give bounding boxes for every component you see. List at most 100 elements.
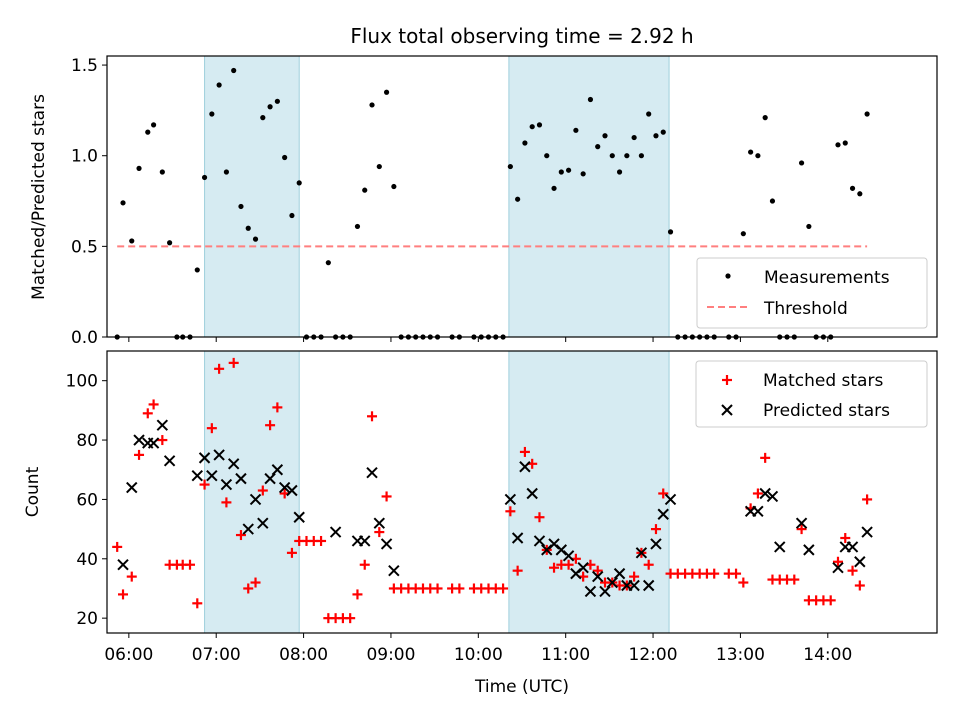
- measurement-point: [740, 231, 746, 237]
- measurement-point: [354, 223, 361, 230]
- measurement-point: [167, 240, 173, 246]
- predicted-star-point: [373, 517, 386, 529]
- measurement-point: [289, 212, 295, 219]
- top-legend: Measurements Threshold: [696, 257, 928, 329]
- legend-matched-marker: [722, 375, 732, 385]
- measurement-point: [806, 223, 812, 230]
- matched-star-point: [519, 446, 530, 457]
- legend-threshold-label: Threshold: [763, 299, 848, 319]
- matched-stars-points: [112, 357, 873, 624]
- measurement-point: [587, 96, 594, 103]
- predicted-star-point: [198, 452, 211, 464]
- matched-star-point: [257, 485, 268, 496]
- measurement-point: [145, 129, 151, 135]
- matched-star-point: [731, 568, 742, 579]
- shaded-interval: [204, 55, 300, 338]
- predicted-star-point: [133, 434, 145, 446]
- matched-star-point: [658, 488, 669, 499]
- predicted-star-point: [191, 469, 203, 482]
- measurement-point: [565, 167, 572, 173]
- measurement-point: [274, 98, 280, 104]
- matched-star-point: [796, 524, 807, 535]
- matched-star-point: [505, 506, 516, 517]
- measurement-point: [515, 196, 521, 202]
- legend-measurements-label: Measurements: [764, 268, 890, 288]
- predicted-star-point: [504, 493, 517, 506]
- matched-star-point: [752, 488, 763, 499]
- legend-predicted-label: Predicted stars: [763, 401, 890, 421]
- predicted-star-point: [577, 561, 589, 574]
- y-tick-label: 60: [76, 490, 98, 510]
- predicted-star-point: [635, 547, 648, 559]
- matched-star-point: [286, 547, 297, 558]
- legend-measurements-marker: [725, 273, 731, 279]
- measurement-point: [602, 133, 608, 139]
- measurement-point: [383, 89, 390, 95]
- measurement-point: [231, 67, 237, 74]
- predicted-star-point: [592, 570, 604, 583]
- measurement-point: [755, 153, 761, 159]
- measurement-point: [857, 191, 863, 197]
- predicted-star-point: [846, 541, 859, 553]
- predicted-star-point: [861, 526, 873, 538]
- measurement-point: [238, 203, 244, 210]
- predicted-star-point: [163, 455, 176, 467]
- measurement-point: [609, 153, 615, 159]
- matched-star-point: [206, 423, 217, 434]
- measurement-point: [769, 198, 776, 204]
- predicted-star-point: [766, 490, 779, 503]
- measurement-point: [595, 144, 601, 150]
- measurement-point: [362, 187, 368, 193]
- predicted-star-point: [613, 567, 626, 580]
- measurement-point: [573, 127, 579, 133]
- predicted-star-point: [206, 469, 218, 482]
- matched-star-point: [126, 571, 137, 582]
- measurement-point: [194, 267, 200, 273]
- measurement-point: [260, 115, 266, 121]
- legend-matched-label: Matched stars: [763, 371, 883, 391]
- x-tick-label: 13:00: [716, 645, 765, 665]
- matched-star-point: [243, 583, 254, 594]
- predicted-star-point: [795, 517, 808, 529]
- y-tick-label: 100: [66, 372, 98, 392]
- measurement-points: [114, 67, 870, 340]
- top-plot-frame: [106, 55, 938, 338]
- predicted-star-point: [286, 484, 298, 497]
- predicted-star-point: [657, 508, 669, 520]
- matched-star-point: [840, 533, 851, 544]
- predicted-star-point: [126, 481, 138, 494]
- predicted-star-point: [519, 461, 531, 473]
- predicted-star-point: [650, 538, 662, 550]
- predicted-star-point: [227, 458, 240, 470]
- top-x-axis: [128, 337, 829, 342]
- shaded-interval: [204, 350, 300, 634]
- matched-star-point: [199, 479, 210, 490]
- predicted-star-point: [329, 526, 342, 538]
- matched-star-point: [650, 524, 661, 535]
- bottom-y-axis-label: Count: [23, 466, 43, 517]
- top-y-axis: 0.0 0.5 1.0 1.5: [71, 56, 107, 348]
- matched-star-point: [118, 589, 129, 600]
- predicted-star-point: [854, 556, 866, 568]
- measurement-point: [522, 140, 528, 146]
- matched-star-point: [134, 449, 145, 460]
- matched-star-point: [185, 559, 195, 570]
- matched-star-point: [832, 556, 843, 567]
- predicted-star-point: [293, 511, 305, 523]
- matched-star-point: [512, 565, 523, 576]
- matched-star-point: [432, 583, 443, 594]
- predicted-star-point: [271, 464, 284, 476]
- x-tick-label: 12:00: [629, 645, 678, 665]
- measurement-point: [762, 115, 768, 121]
- predicted-star-point: [606, 576, 618, 589]
- matched-star-point: [629, 571, 640, 582]
- y-tick-label: 0.5: [71, 237, 98, 257]
- predicted-star-point: [380, 538, 393, 550]
- measurement-point: [252, 236, 259, 242]
- matched-star-point: [643, 559, 654, 570]
- matched-star-point: [825, 595, 836, 606]
- matched-star-point: [192, 598, 203, 609]
- predicted-star-point: [147, 437, 160, 449]
- predicted-star-point: [511, 532, 524, 544]
